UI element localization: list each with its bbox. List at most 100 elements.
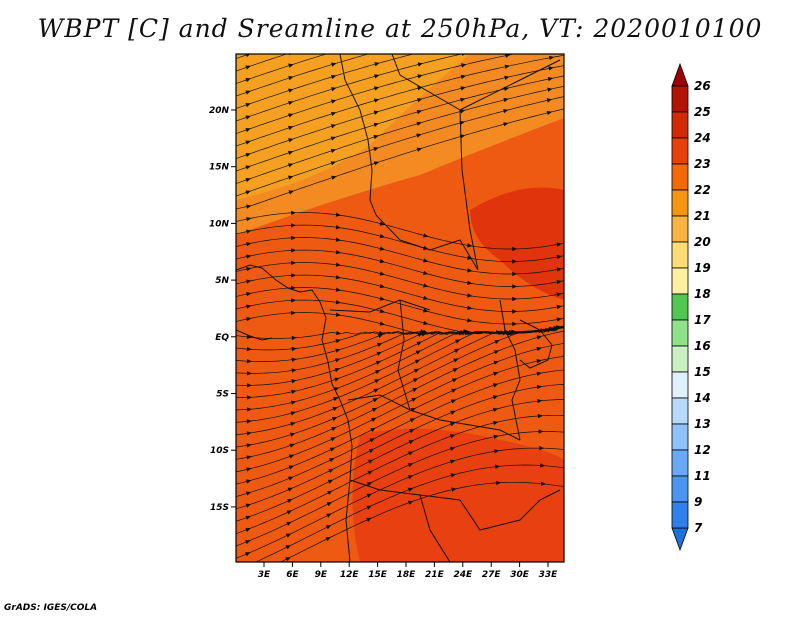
streamline-arrow [334, 367, 340, 373]
streamline [236, 85, 564, 184]
streamline-arrow [549, 44, 555, 49]
lat-tick-label: 10N [209, 219, 230, 229]
streamline-arrow [455, 339, 461, 344]
streamline-arrow [492, 395, 499, 400]
colorbar-swatch [671, 293, 689, 321]
streamline-arrow [285, 533, 292, 538]
streamline-arrow [331, 36, 337, 42]
streamline-arrow [503, 109, 509, 114]
streamline-arrow [287, 487, 293, 492]
streamline-arrow [417, 332, 423, 338]
streamline-arrow [493, 434, 499, 440]
border-line [419, 494, 451, 562]
colorbar-label: 16 [694, 339, 711, 353]
streamline-arrow [451, 378, 458, 383]
colorbar-swatch [671, 111, 689, 139]
streamline-arrow [245, 90, 251, 95]
streamline-arrow [467, 243, 473, 248]
temperature-field [236, 25, 564, 562]
streamline-arrow [373, 98, 380, 103]
streamline-arrow [505, 42, 511, 47]
streamline-arrows [245, 25, 562, 562]
streamline-arrow [373, 161, 380, 166]
streamline-arrow [536, 371, 542, 376]
streamline-arrow [290, 421, 296, 427]
streamline [236, 65, 564, 159]
streamline-arrow [288, 125, 294, 131]
border-line [459, 489, 561, 531]
streamline-arrow [503, 122, 509, 127]
streamline-arrow [412, 378, 419, 383]
border-line [329, 299, 431, 313]
streamline-arrow [461, 54, 467, 57]
streamline-arrow [335, 212, 341, 217]
lon-tick-label: 33E [539, 570, 559, 580]
streamline-arrow [506, 31, 512, 36]
streamline-arrow [330, 87, 337, 92]
streamline-arrow [245, 115, 251, 120]
streamline-arrow [493, 360, 499, 365]
streamline-arrow [416, 109, 423, 115]
streamline-arrow [332, 406, 338, 412]
streamline-arrow [456, 330, 462, 335]
streamline-arrow [375, 360, 382, 365]
streamline-arrow [246, 241, 252, 247]
border-line [347, 394, 521, 441]
streamline-arrow [556, 317, 562, 322]
colorbar-label: 14 [694, 391, 711, 405]
streamline-arrow [409, 418, 416, 423]
colorbar-label: 13 [694, 417, 711, 431]
streamline-arrow [418, 26, 424, 31]
streamline-arrow [291, 260, 297, 266]
streamline-arrow [246, 467, 252, 472]
streamline-arrow [419, 329, 426, 334]
streamline-arrow [451, 388, 457, 393]
colorbar-swatch [671, 397, 689, 425]
streamline-arrow [291, 346, 297, 352]
streamline-arrow [245, 165, 251, 170]
streamline-arrow [373, 147, 379, 152]
streamline-arrow [410, 407, 416, 413]
streamline-arrow [379, 233, 385, 239]
streamline-arrow [246, 266, 252, 272]
streamline-arrow [335, 338, 341, 344]
border-line [391, 54, 479, 271]
streamline-arrow [291, 379, 297, 384]
streamline-arrow [326, 502, 333, 507]
colorbar-label: 7 [694, 521, 703, 535]
streamline-arrow [540, 481, 547, 486]
streamline-arrow [379, 308, 385, 314]
streamline-arrow [504, 64, 510, 69]
streamline-arrow [459, 109, 466, 114]
streamline-arrow [546, 110, 553, 116]
streamline-arrow [368, 459, 374, 464]
colorbar-swatch [671, 501, 689, 529]
streamline-arrow [334, 358, 341, 363]
streamline-arrow [246, 407, 252, 412]
streamline-arrow [246, 371, 252, 376]
streamline-arrow [467, 318, 473, 323]
streamline-arrow [326, 513, 332, 518]
streamline-arrow [288, 454, 295, 459]
streamline-arrow [460, 74, 467, 80]
streamline-arrow [537, 413, 543, 419]
streamline-arrow [335, 225, 341, 230]
colorbar-label: 18 [694, 287, 711, 301]
streamline-arrow [407, 500, 414, 505]
streamline-arrow [246, 316, 252, 322]
streamline-arrow [291, 335, 297, 341]
streamline-arrow [285, 557, 291, 562]
streamline-arrow [512, 321, 518, 327]
streamline-arrow [373, 388, 379, 393]
streamline-arrow [245, 127, 251, 133]
streamline-arrow [328, 468, 334, 473]
lon-tick-label: 9E [315, 570, 328, 580]
colorbar-label: 9 [694, 495, 702, 509]
streamline-arrow [375, 25, 381, 31]
streamline-arrow [245, 77, 251, 83]
streamline-arrow [245, 503, 252, 508]
streamline-arrow [245, 540, 251, 545]
streamline-arrow [418, 38, 424, 43]
streamline-arrow [493, 371, 499, 376]
streamline-arrow [290, 411, 296, 416]
